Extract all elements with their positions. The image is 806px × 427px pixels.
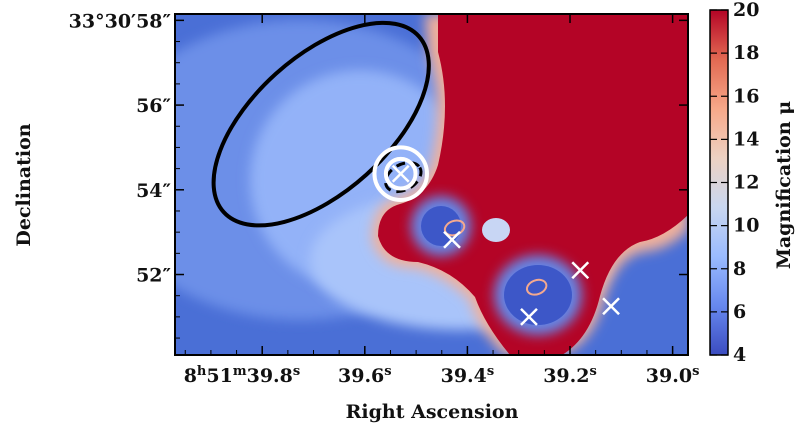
y-axis: 33°30′58″ 56″ 54″ 52″	[69, 10, 688, 339]
y-tick-label: 56″	[136, 95, 171, 117]
cross-stroke	[443, 230, 461, 249]
outer-circle	[372, 145, 429, 202]
cross-marker	[443, 230, 461, 249]
x-tick-label: 39.0s	[646, 364, 700, 387]
cross-stroke	[520, 307, 538, 326]
colorbar: 4 6 8 10 12 14 16 18 20 Magnification μ	[709, 0, 795, 366]
y-axis-label: Declination	[13, 123, 35, 246]
small-arc	[525, 278, 548, 296]
inner-circle	[383, 156, 418, 191]
colorbar-tick-label: 16	[733, 85, 759, 107]
x-axis-label: Right Ascension	[346, 401, 519, 423]
colorbar-tick-label: 20	[733, 0, 759, 21]
y-tick-label: 33°30′58″	[69, 10, 172, 32]
x-tick-label: 39.2s	[543, 364, 597, 387]
low-mag-island	[421, 206, 461, 246]
cross-stroke	[391, 164, 410, 183]
colorbar-label: Magnification μ	[773, 101, 795, 269]
colorbar-tick-label: 12	[733, 172, 759, 194]
colorbar-tick-label: 8	[733, 258, 746, 280]
cross-marker	[571, 261, 590, 280]
magnification-background	[175, 14, 688, 355]
dashed-ellipse	[384, 161, 423, 194]
low-mag-island	[482, 218, 510, 242]
colorbar-ticks: 4 6 8 10 12 14 16 18 20	[710, 0, 759, 366]
colorbar-tick-label: 10	[733, 215, 759, 237]
x-axis: 8h51m39.8s 39.6s 39.4s 39.2s 39.0s	[184, 14, 700, 387]
high-mag-region	[378, 14, 688, 355]
x-tick-label: 39.6s	[338, 364, 392, 387]
y-tick-label: 54″	[136, 180, 171, 202]
x-tick-label: 8h51m39.8s	[184, 364, 301, 387]
plot-frame	[174, 13, 689, 356]
cross-marker	[520, 307, 538, 326]
x-tick-label: 39.4s	[441, 364, 495, 387]
colorbar-tick-label: 18	[733, 42, 759, 64]
colorbar-tick-label: 6	[733, 301, 746, 323]
colorbar-tick-label: 14	[733, 128, 759, 150]
cross-marker	[391, 164, 410, 183]
overlay-markers	[211, 20, 620, 326]
plot-area	[175, 14, 688, 355]
y-tick-label: 52″	[136, 265, 171, 287]
cross-stroke	[602, 297, 620, 316]
large-ellipse	[211, 20, 431, 228]
cross-stroke	[571, 261, 590, 280]
colorbar-tick-label: 4	[733, 344, 746, 366]
cross-marker	[602, 297, 620, 316]
